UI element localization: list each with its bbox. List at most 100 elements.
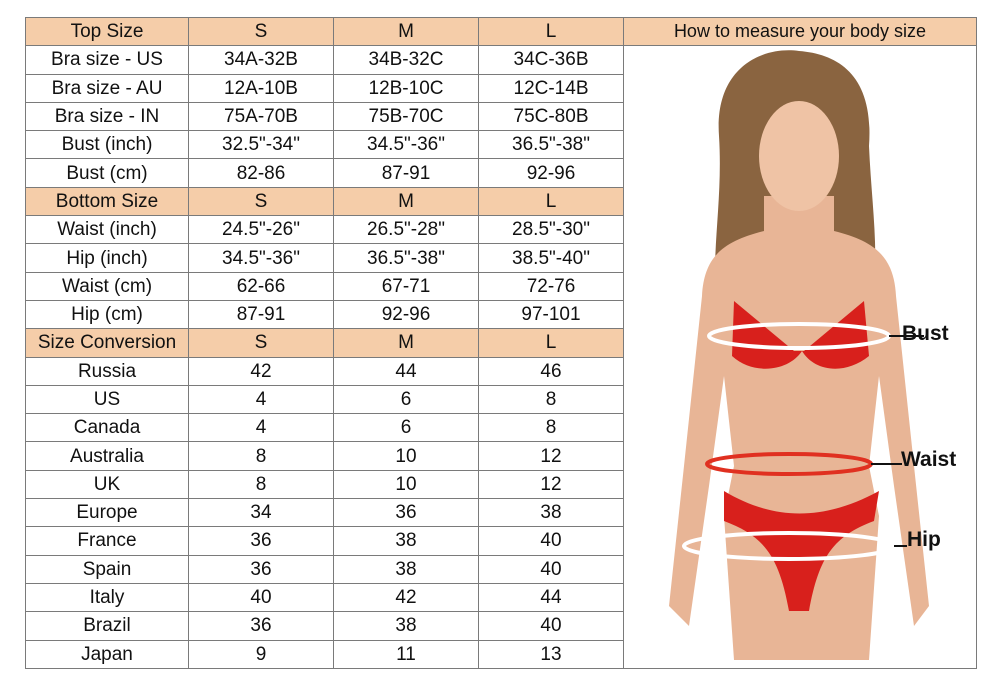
size-value: 92-96: [478, 158, 624, 188]
waist-label: Waist: [901, 448, 956, 471]
size-value: 40: [478, 526, 624, 556]
table-row: Australia 8 10 12: [25, 441, 977, 471]
size-column-header: S: [188, 328, 334, 358]
table-row: Japan 9 11 13: [25, 639, 977, 670]
size-value: 97-101: [478, 299, 624, 330]
section-header-row: Size Conversion S M L: [25, 328, 977, 358]
size-value: 26.5"-28": [333, 215, 479, 245]
size-value: 67-71: [333, 271, 479, 301]
table-row: Waist (inch) 24.5"-26" 26.5"-28" 28.5"-30": [25, 215, 977, 245]
size-value: 12: [478, 441, 624, 471]
row-label: Australia: [25, 441, 189, 471]
size-column-header: S: [188, 16, 334, 47]
size-value: 36.5"-38": [333, 243, 479, 273]
size-value: 12C-14B: [478, 73, 624, 103]
table-row: Russia 42 44 46: [25, 356, 977, 386]
size-value: 4: [188, 413, 334, 443]
table-row: Bra size - US 34A-32B 34B-32C 34C-36B: [25, 45, 977, 75]
size-value: 8: [478, 384, 624, 415]
row-label: Russia: [25, 356, 189, 386]
size-value: 75B-70C: [333, 101, 479, 132]
row-label: Bra size - US: [25, 45, 189, 75]
size-value: 42: [333, 582, 479, 613]
size-value: 12: [478, 469, 624, 500]
size-chart-table: Top Size S M L How to measure your body siz…: [25, 16, 977, 670]
size-value: 42: [188, 356, 334, 386]
size-value: 24.5"-26": [188, 215, 334, 245]
size-value: 4: [188, 384, 334, 415]
size-value: 87-91: [333, 158, 479, 188]
size-value: 8: [188, 441, 334, 471]
row-label: Spain: [25, 554, 189, 584]
table-row: Hip (cm) 87-91 92-96 97-101: [25, 299, 977, 330]
size-value: 92-96: [333, 299, 479, 330]
size-value: 36: [188, 611, 334, 641]
size-value: 46: [478, 356, 624, 386]
table-row: Bra size - IN 75A-70B 75B-70C 75C-80B: [25, 101, 977, 132]
size-value: 40: [478, 554, 624, 584]
table-row: Brazil 36 38 40: [25, 611, 977, 641]
table-row: Bust (inch) 32.5"-34" 34.5"-36" 36.5"-38": [25, 130, 977, 160]
face: [759, 101, 839, 211]
size-value: 36: [188, 554, 334, 584]
size-value: 36: [333, 498, 479, 528]
size-value: 62-66: [188, 271, 334, 301]
size-value: 8: [478, 413, 624, 443]
row-label: Bra size - IN: [25, 101, 189, 132]
size-column-header: M: [333, 328, 479, 358]
size-value: 8: [188, 469, 334, 500]
size-value: 10: [333, 441, 479, 471]
row-label: Waist (inch): [25, 215, 189, 245]
size-value: 75A-70B: [188, 101, 334, 132]
section-title: Size Conversion: [25, 328, 189, 358]
table-row: Bust (cm) 82-86 87-91 92-96: [25, 158, 977, 188]
size-value: 72-76: [478, 271, 624, 301]
row-label: Hip (inch): [25, 243, 189, 273]
size-value: 12B-10C: [333, 73, 479, 103]
row-label: Canada: [25, 413, 189, 443]
size-value: 36: [188, 526, 334, 556]
size-value: 6: [333, 384, 479, 415]
table-row: Spain 36 38 40: [25, 554, 977, 584]
size-value: 32.5"-34": [188, 130, 334, 160]
table-row: UK 8 10 12: [25, 469, 977, 500]
row-label: Brazil: [25, 611, 189, 641]
row-label: Bust (cm): [25, 158, 189, 188]
row-label: UK: [25, 469, 189, 500]
row-label: Waist (cm): [25, 271, 189, 301]
size-value: 38: [333, 526, 479, 556]
size-column-header: L: [478, 328, 624, 358]
row-label: Europe: [25, 498, 189, 528]
size-value: 75C-80B: [478, 101, 624, 132]
bikini-top: [732, 301, 869, 369]
size-value: 44: [333, 356, 479, 386]
size-value: 34B-32C: [333, 45, 479, 75]
table-row: Europe 34 36 38: [25, 498, 977, 528]
size-value: 12A-10B: [188, 73, 334, 103]
size-value: 34.5"-36": [188, 243, 334, 273]
size-value: 34: [188, 498, 334, 528]
row-label: France: [25, 526, 189, 556]
size-column-header: M: [333, 16, 479, 47]
table-row: Italy 40 42 44: [25, 582, 977, 613]
size-value: 6: [333, 413, 479, 443]
size-value: 36.5"-38": [478, 130, 624, 160]
size-value: 40: [188, 582, 334, 613]
size-value: 38.5"-40": [478, 243, 624, 273]
hip-label: Hip: [907, 528, 941, 551]
size-value: 38: [333, 611, 479, 641]
table-row: France 36 38 40: [25, 526, 977, 556]
section-header-row: Bottom Size S M L: [25, 186, 977, 217]
size-value: 34C-36B: [478, 45, 624, 75]
size-value: 13: [478, 639, 624, 670]
size-value: 38: [478, 498, 624, 528]
size-value: 10: [333, 469, 479, 500]
size-value: 38: [333, 554, 479, 584]
measure-title: How to measure your body size: [624, 18, 976, 46]
table-row: Waist (cm) 62-66 67-71 72-76: [25, 271, 977, 301]
size-value: 82-86: [188, 158, 334, 188]
row-label: Hip (cm): [25, 299, 189, 330]
bikini-bottom: [724, 491, 879, 611]
measure-panel: How to measure your body size Bust Waist…: [623, 17, 977, 669]
size-column-header: L: [478, 16, 624, 47]
